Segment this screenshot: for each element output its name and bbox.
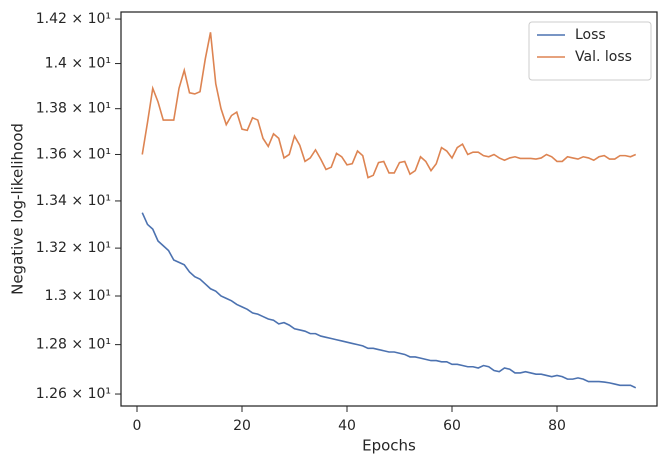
x-tick-label: 0 [133, 418, 142, 434]
x-tick-label: 80 [548, 418, 566, 434]
y-tick-label: 1.3 × 10¹ [45, 288, 111, 304]
y-tick-label: 1.4 × 10¹ [45, 56, 111, 72]
y-tick-label: 1.28 × 10¹ [36, 337, 111, 353]
y-tick-label: 1.38 × 10¹ [36, 101, 111, 117]
x-tick-label: 60 [443, 418, 461, 434]
data-line [141, 212, 637, 389]
y-tick-label: 1.42 × 10¹ [36, 11, 111, 27]
x-tick-label: 40 [338, 418, 356, 434]
data-line [141, 32, 637, 179]
y-tick-label: 1.32 × 10¹ [36, 240, 111, 256]
legend-label: Loss [575, 27, 606, 43]
x-tick-label: 20 [233, 418, 251, 434]
y-tick-label: 1.36 × 10¹ [36, 146, 111, 162]
legend-label: Val. loss [575, 49, 632, 65]
y-tick-label: 1.26 × 10¹ [36, 386, 111, 402]
legend-box [528, 21, 652, 81]
x-axis-label: Epochs [362, 437, 416, 455]
y-tick-label: 1.34 × 10¹ [36, 193, 111, 209]
y-axis-label: Negative log-likelihood [9, 123, 27, 295]
plot-frame [120, 11, 658, 407]
